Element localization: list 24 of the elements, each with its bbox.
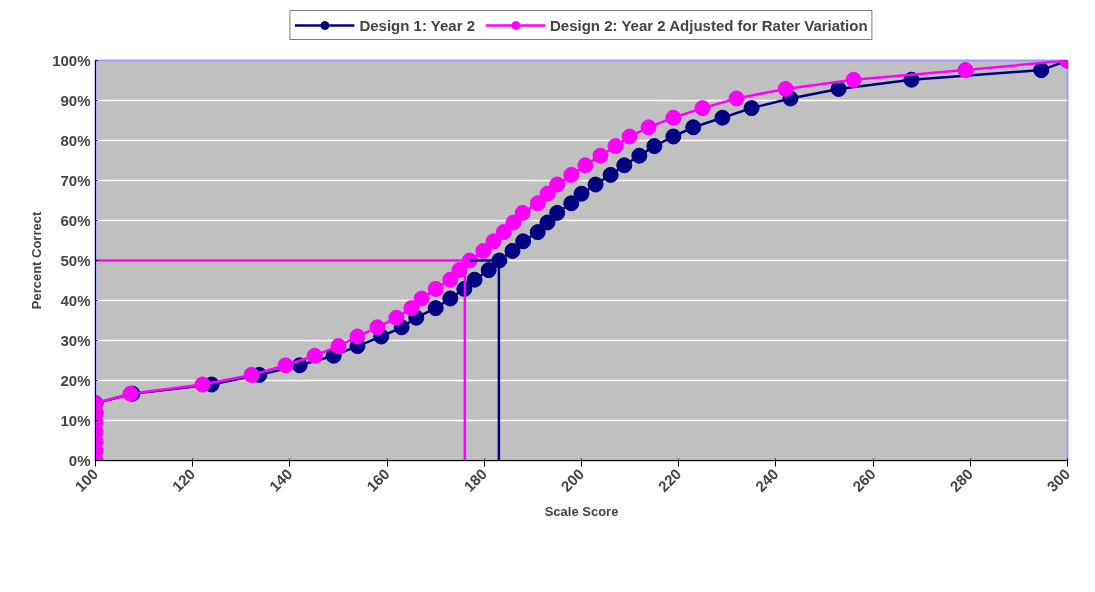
x-tick-label: 180 [460, 465, 490, 495]
x-tick-label: 140 [265, 465, 296, 495]
y-tick-label: 80% [60, 132, 91, 149]
y-tick-label: 10% [60, 412, 91, 429]
legend-label: Design 1: Year 2 [359, 16, 476, 34]
x-axis-title: Scale Score [544, 504, 619, 520]
y-axis-title: Percent Correct [29, 211, 45, 310]
y-tick-label: 90% [60, 92, 91, 109]
y-tick-label: 70% [60, 172, 91, 189]
x-tick-label: 260 [849, 465, 879, 495]
x-tick-label: 300 [1043, 465, 1074, 495]
x-tick-label: 200 [557, 465, 588, 495]
x-tick-label: 120 [168, 465, 199, 495]
y-tick-label: 20% [60, 372, 91, 389]
x-tick-label: 220 [654, 465, 685, 495]
x-tick-label: 280 [946, 465, 976, 495]
legend-label: Design 2: Year 2 Adjusted for Rater Variation [550, 16, 868, 34]
y-tick-label: 30% [60, 332, 91, 349]
y-tick-label: 100% [52, 52, 91, 69]
x-tick-label: 160 [363, 465, 393, 495]
y-tick-label: 50% [60, 252, 91, 269]
y-tick-label: 60% [60, 212, 91, 229]
x-tick-label: 240 [751, 465, 782, 495]
y-tick-label: 40% [60, 292, 91, 309]
